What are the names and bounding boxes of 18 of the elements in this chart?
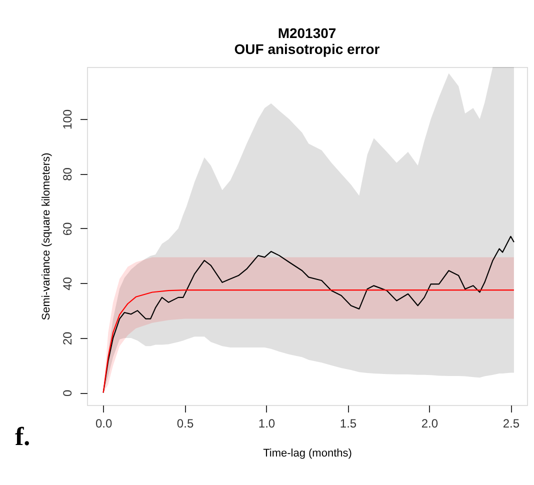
text: M201307 <box>278 25 336 41</box>
y-tick-label: 0 <box>60 390 74 397</box>
y-tick-label: 40 <box>60 276 74 290</box>
y-tick-label: 80 <box>60 167 74 181</box>
y-tick-label: 60 <box>60 222 74 236</box>
x-tick-label: 1.5 <box>340 416 357 430</box>
x-tick-label: 0.0 <box>95 416 112 430</box>
y-axis-title: Semi-variance (square kilometers) <box>40 152 52 320</box>
y-tick-label: 100 <box>60 109 74 130</box>
y-tick-label: 20 <box>60 331 74 346</box>
line-series <box>102 290 515 394</box>
x-tick-label: 2.5 <box>502 416 520 430</box>
x-tick-label: 0.5 <box>176 416 194 430</box>
x-axis-title: Time-lag (months) <box>263 448 352 460</box>
text: OUF anisotropic error <box>234 41 380 57</box>
x-tick-label: 1.0 <box>258 416 276 430</box>
text: f. <box>15 422 30 451</box>
x-tick-label: 2.0 <box>421 416 438 430</box>
